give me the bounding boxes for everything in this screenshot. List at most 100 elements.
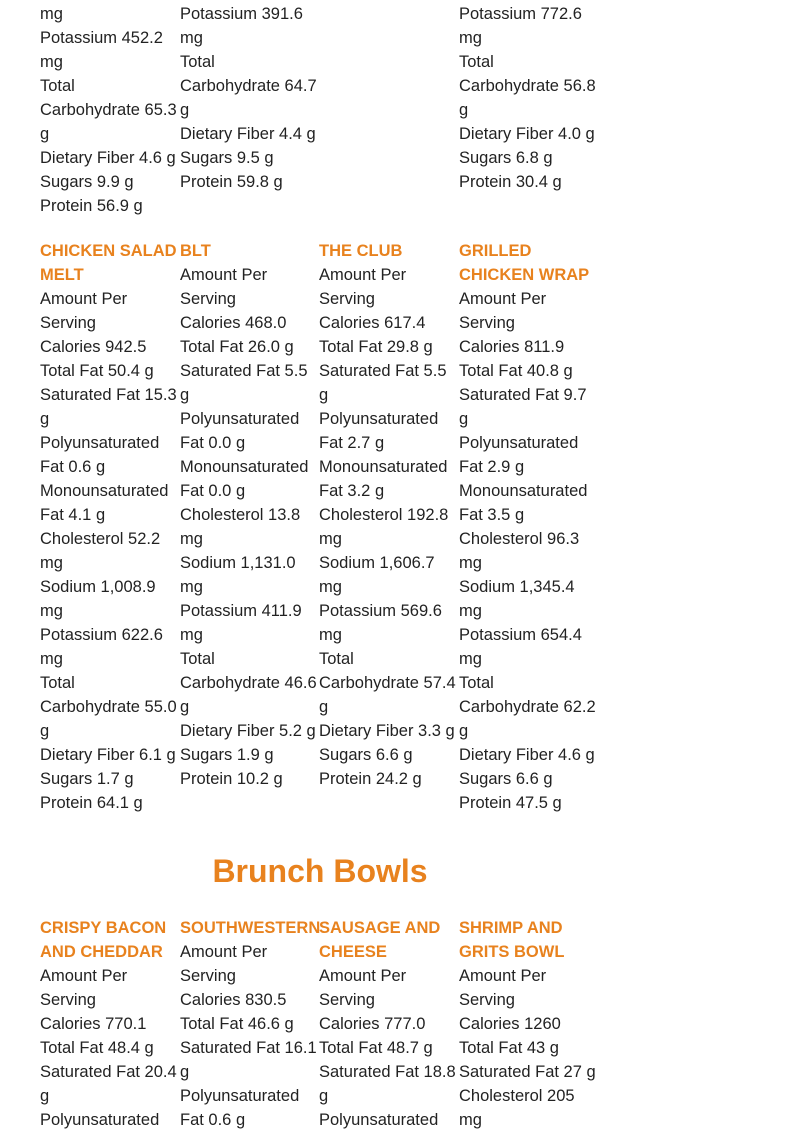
nutrition-line: Total Carbohydrate 65.3 g — [40, 77, 177, 143]
nutrition-line: Total Fat 26.0 g — [180, 338, 294, 356]
nutrition-line: mg — [40, 5, 63, 23]
nutrition-line: Total Carbohydrate 57.4 g — [319, 650, 456, 716]
nutrition-line: Total Fat 40.8 g — [459, 362, 573, 380]
nutrition-line: Protein 56.9 g — [40, 197, 143, 215]
nutrition-line: Total Fat 43 g — [459, 1039, 559, 1057]
nutrition-line: Saturated Fat 16.1 g — [180, 1039, 317, 1081]
nutrition-line: Sugars 9.5 g — [180, 149, 274, 167]
nutrition-line: Saturated Fat 5.5 g — [319, 362, 447, 404]
nutrition-line: Protein 30.4 g — [459, 173, 562, 191]
nutrition-line: Total Carbohydrate 62.2 g — [459, 674, 596, 740]
nutrition-line: Potassium 654.4 mg — [459, 626, 582, 668]
nutrition-line: Sugars 1.9 g — [180, 746, 274, 764]
nutrition-line: Sugars 1.7 g — [40, 770, 134, 788]
nutrition-line: Calories 830.5 — [180, 991, 287, 1009]
nutrition-line: Amount Per Serving — [180, 943, 268, 985]
nutrition-line: Sodium 1,131.0 mg — [180, 554, 296, 596]
nutrition-line: Saturated Fat 9.7 g — [459, 386, 587, 428]
nutrition-line: Total Fat 50.4 g — [40, 362, 154, 380]
nutrition-line: Monounsaturated Fat 0.0 g — [180, 458, 309, 500]
nutrition-line: Calories 1260 — [459, 1015, 561, 1033]
nutrition-line: Protein 47.5 g — [459, 794, 562, 812]
nutrition-line: Saturated Fat 20.4 g — [40, 1063, 177, 1105]
nutrition-line: Calories 617.4 — [319, 314, 426, 332]
nutrition-line: Sugars 6.8 g — [459, 149, 553, 167]
nutrition-line: Total Fat 48.7 g — [319, 1039, 433, 1057]
nutrition-line: Amount Per Serving — [459, 967, 547, 1009]
nutrition-line: Dietary Fiber 4.0 g — [459, 125, 595, 143]
nutrition-line: Dietary Fiber 4.6 g — [40, 149, 176, 167]
item-title: SAUSAGE AND CHEESE — [319, 919, 441, 961]
item-title: THE CLUB — [319, 242, 403, 260]
nutrition-line: Amount Per Serving — [40, 290, 128, 332]
nutrition-line: Potassium 569.6 mg — [319, 602, 442, 644]
nutrition-line: Amount Per Serving — [40, 967, 128, 1009]
nutrition-line: Potassium 391.6 mg — [180, 5, 303, 47]
nutrition-line: Potassium 772.6 mg — [459, 5, 582, 47]
nutrition-line: Cholesterol 96.3 mg — [459, 530, 580, 572]
item-title: SHRIMP AND GRITS BOWL — [459, 919, 565, 961]
nutrition-line: Calories 942.5 — [40, 338, 147, 356]
nutrition-line: Cholesterol 205 mg — [459, 1087, 575, 1129]
nutrition-line: Protein 10.2 g — [180, 770, 283, 788]
nutrition-line: Saturated Fat 5.5 g — [180, 362, 308, 404]
item-title: CHICKEN SALAD MELT — [40, 242, 177, 284]
nutrition-line: Dietary Fiber 6.1 g — [40, 746, 176, 764]
nutrition-line: Potassium 411.9 mg — [180, 602, 302, 644]
nutrition-line: Dietary Fiber 5.2 g — [180, 722, 316, 740]
nutrition-line: Cholesterol 52.2 mg — [40, 530, 161, 572]
nutrition-line: Monounsaturated Fat 3.2 g — [319, 458, 448, 500]
nutrition-line: Sodium 1,606.7 mg — [319, 554, 435, 596]
nutrition-line: Cholesterol 13.8 mg — [180, 506, 301, 548]
nutrition-line: Polyunsaturated — [40, 1111, 160, 1129]
nutrition-line: Polyunsaturated Fat 2.7 g — [319, 410, 439, 452]
column: SHRIMP AND GRITS BOWL Amount Per Serving C… — [459, 916, 597, 1132]
nutrition-line: Saturated Fat 15.3 g — [40, 386, 177, 428]
nutrition-line: Polyunsaturated Fat 0.6 g — [180, 1087, 300, 1129]
column: Potassium 772.6 mg Total Carbohydrate 56.… — [459, 2, 597, 194]
column: Potassium 391.6 mg Total Carbohydrate 64.… — [180, 2, 318, 194]
nutrition-line: Calories 811.9 — [459, 338, 565, 356]
column: GRILLED CHICKEN WRAP Amount Per Serving Ca… — [459, 239, 597, 815]
nutrition-line: Potassium 622.6 mg — [40, 626, 163, 668]
nutrition-line: Amount Per Serving — [319, 967, 407, 1009]
nutrition-line: Calories 777.0 — [319, 1015, 426, 1033]
nutrition-line: Monounsaturated Fat 3.5 g — [459, 482, 588, 524]
nutrition-line: Sugars 6.6 g — [459, 770, 553, 788]
nutrition-line: Protein 24.2 g — [319, 770, 422, 788]
nutrition-line: Sodium 1,345.4 mg — [459, 578, 575, 620]
nutrition-line: Total Fat 29.8 g — [319, 338, 433, 356]
item-title: BLT — [180, 242, 211, 260]
nutrition-line: Calories 468.0 — [180, 314, 287, 332]
nutrition-line: Potassium 452.2 mg — [40, 29, 163, 71]
nutrition-line: Total Fat 46.6 g — [180, 1015, 294, 1033]
nutrition-line: Cholesterol 192.8 mg — [319, 506, 449, 548]
column: SAUSAGE AND CHEESE Amount Per Serving Calo… — [319, 916, 457, 1132]
nutrition-line: Monounsaturated Fat 4.1 g — [40, 482, 169, 524]
nutrition-line: Total Carbohydrate 64.7 g — [180, 53, 317, 119]
column: BLT Amount Per Serving Calories 468.0 Total… — [180, 239, 318, 791]
column: CHICKEN SALAD MELT Amount Per Serving Calo… — [40, 239, 178, 815]
nutrition-line: Polyunsaturated — [319, 1111, 439, 1129]
section-heading: Brunch Bowls — [212, 853, 428, 889]
nutrition-line: Polyunsaturated Fat 0.0 g — [180, 410, 300, 452]
nutrition-line: Amount Per Serving — [319, 266, 407, 308]
nutrition-line: Polyunsaturated Fat 0.6 g — [40, 434, 160, 476]
nutrition-line: Total Carbohydrate 46.6 g — [180, 650, 317, 716]
column: mg Potassium 452.2 mg Total Carbohydrate 6… — [40, 2, 178, 218]
nutrition-line: Protein 59.8 g — [180, 173, 283, 191]
nutrition-line: Total Carbohydrate 56.8 g — [459, 53, 596, 119]
column: SOUTHWESTERN Amount Per Serving Calories 8… — [180, 916, 320, 1132]
column: THE CLUB Amount Per Serving Calories 617.4… — [319, 239, 457, 791]
nutrition-line: Protein 64.1 g — [40, 794, 143, 812]
nutrition-line: Saturated Fat 27 g — [459, 1063, 596, 1081]
nutrition-line: Total Fat 48.4 g — [40, 1039, 154, 1057]
nutrition-line: Amount Per Serving — [459, 290, 547, 332]
nutrition-line: Dietary Fiber 4.6 g — [459, 746, 595, 764]
nutrition-line: Saturated Fat 18.8 g — [319, 1063, 456, 1105]
nutrition-line: Dietary Fiber 3.3 g — [319, 722, 455, 740]
column: CRISPY BACON AND CHEDDAR Amount Per Servi… — [40, 916, 178, 1132]
nutrition-line: Polyunsaturated Fat 2.9 g — [459, 434, 579, 476]
nutrition-line: Sodium 1,008.9 mg — [40, 578, 156, 620]
